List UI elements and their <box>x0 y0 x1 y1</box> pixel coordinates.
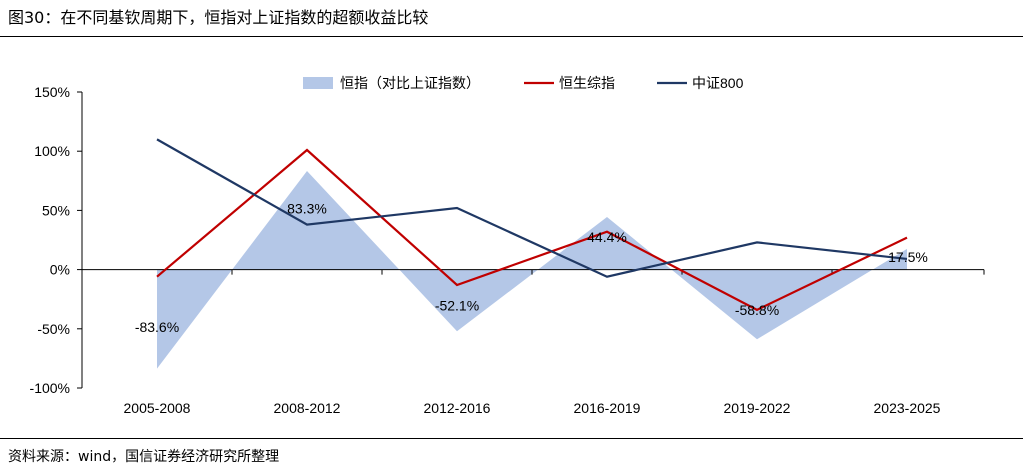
line-series-csi-800 <box>156 138 908 278</box>
x-tick-label: 2008-2012 <box>274 400 341 416</box>
y-tick-label: 50% <box>42 202 70 218</box>
data-label-layer: -83.6% 83.3% -52.1% 44.4% -58.8% 17.5% <box>135 200 928 335</box>
x-tick-label: 2016-2019 <box>574 400 641 416</box>
area-data-label: 83.3% <box>287 200 327 216</box>
area-data-label: -83.6% <box>135 319 179 335</box>
legend-label: 中证800 <box>692 75 744 91</box>
line-series-layer <box>156 138 908 312</box>
area-data-label: -52.1% <box>435 297 479 313</box>
chart-canvas: 恒指（对比上证指数） 恒生综指 中证800 -100% -50% 0% 50% 100% 15… <box>30 75 985 416</box>
x-tick-label: 2023-2025 <box>874 400 941 416</box>
area-data-label: -58.8% <box>735 302 779 318</box>
area-data-label: 17.5% <box>888 249 928 265</box>
x-tick-label: 2005-2008 <box>124 400 191 416</box>
legend-label: 恒生综指 <box>559 75 615 91</box>
y-tick-label: -100% <box>30 380 70 396</box>
y-tick-label: 150% <box>34 84 70 100</box>
source-note: 资料来源：wind，国信证券经济研究所整理 <box>8 449 280 465</box>
x-tick-label: 2019-2022 <box>724 400 791 416</box>
legend-swatch-area <box>303 77 333 89</box>
y-tick-label: 0% <box>50 262 70 278</box>
y-tick-label: 100% <box>34 143 70 159</box>
source-divider <box>0 438 1023 439</box>
title-divider <box>0 36 1023 37</box>
chart-legend: 恒指（对比上证指数） 恒生综指 中证800 <box>303 75 744 91</box>
legend-label: 恒指（对比上证指数） <box>340 75 480 91</box>
chart-axes: -100% -50% 0% 50% 100% 150% 2005-2008 2008-2012… <box>30 84 985 416</box>
x-tick-label: 2012-2016 <box>424 400 491 416</box>
area-data-label: 44.4% <box>587 229 627 245</box>
line-series-hang-seng-composite <box>156 148 908 312</box>
y-tick-label: -50% <box>37 321 70 337</box>
chart-title: 图30：在不同基钦周期下，恒指对上证指数的超额收益比较 <box>8 8 429 27</box>
